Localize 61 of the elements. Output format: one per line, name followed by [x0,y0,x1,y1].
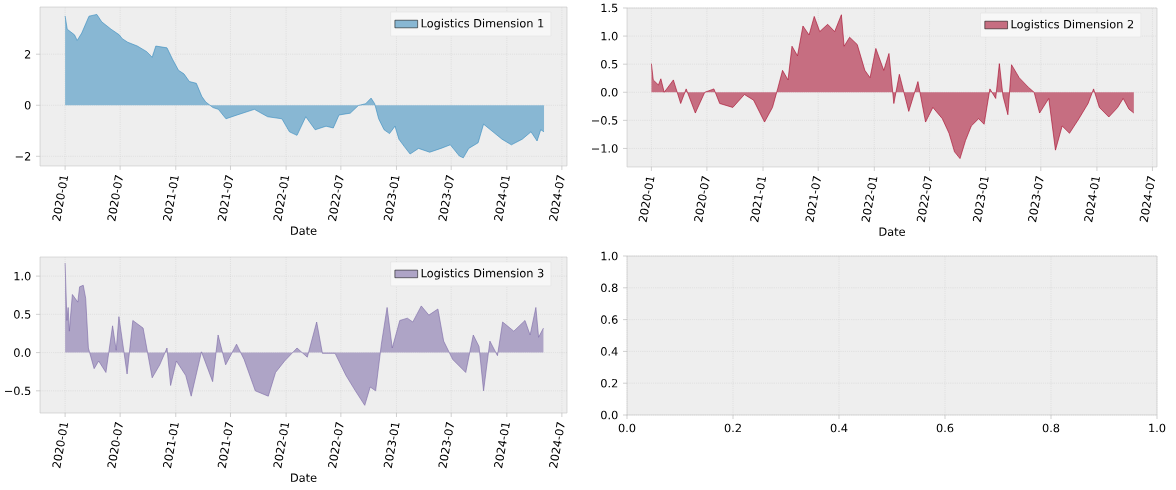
x-tick-label: 2021-01 [163,423,179,469]
y-tick-label: 0 [24,100,31,110]
x-tick-label: 0.8 [1042,423,1060,433]
y-tick-label: 0.2 [601,378,618,388]
x-tick-label: 2021-07 [217,421,234,469]
x-axis-title: Date [291,473,317,482]
y-tick-label: 0.0 [601,410,618,420]
x-tick-label: 2024-07 [549,421,565,469]
y-tick-label: −2 [15,152,31,161]
legend-label: Logistics Dimension 1 [421,18,544,30]
x-tick-label: 2023-07 [438,174,454,222]
x-tick-label: 0.4 [830,423,848,433]
x-axis-title: Date [879,227,905,236]
x-tick-label: 2023-01 [972,177,989,223]
x-tick-label: 2021-01 [750,177,767,223]
y-tick-label: 1.0 [601,251,618,261]
x-tick-label: 0.2 [724,423,741,433]
x-tick-label: 2023-01 [383,423,400,469]
y-tick-label: 1.0 [601,31,618,41]
y-tick-label: 2 [24,50,31,59]
x-tick-label: 2024-07 [549,174,565,222]
x-tick-label: 2022-07 [328,421,344,469]
x-tick-label: 1.0 [1149,423,1166,433]
x-tick-label: 2022-07 [328,174,344,222]
x-tick-label: 2020-07 [694,175,710,223]
x-tick-label: 2024-07 [1139,175,1155,223]
x-tick-label: 0.6 [936,423,954,433]
y-tick-label: −0.5 [591,116,618,125]
y-tick-label: 0.6 [601,315,618,324]
y-tick-label: 0.8 [601,283,618,293]
x-tick-label: 2021-01 [163,176,179,222]
x-tick-label: 2024-01 [494,176,510,222]
x-tick-label: 2020-01 [638,177,655,223]
x-tick-label: 2020-01 [52,423,69,469]
x-tick-label: 2023-07 [1028,175,1044,223]
y-tick-label: 1.5 [601,3,618,13]
x-tick-label: 2023-01 [383,176,400,222]
x-tick-label: 2020-07 [107,174,123,222]
x-tick-label: 2021-07 [805,175,821,223]
x-tick-label: 2022-01 [273,423,290,469]
x-tick-label: 2020-07 [107,421,123,469]
x-tick-label: 2024-01 [1084,177,1100,223]
x-tick-label: 2020-01 [52,176,69,222]
y-tick-label: −1.0 [591,144,618,153]
x-tick-label: 2024-01 [494,423,510,469]
y-tick-label: 0.0 [601,87,618,97]
x-tick-label: 2022-07 [916,175,933,223]
legend-label: Logistics Dimension 3 [421,268,544,280]
x-tick-label: 2023-07 [438,421,454,469]
y-tick-label: 0.5 [601,59,618,69]
x-tick-label: 0.0 [618,423,636,433]
y-tick-label: 0.4 [601,347,618,356]
x-tick-label: 2022-01 [273,176,290,222]
y-tick-label: −0.5 [4,386,31,396]
x-tick-label: 2022-01 [861,177,878,223]
legend-label: Logistics Dimension 2 [1011,19,1134,31]
y-tick-label: 0.0 [14,348,31,357]
y-tick-label: 0.5 [14,310,31,319]
x-axis-title: Date [291,226,317,235]
y-tick-label: 1.0 [14,271,31,281]
x-tick-label: 2021-07 [217,174,234,222]
